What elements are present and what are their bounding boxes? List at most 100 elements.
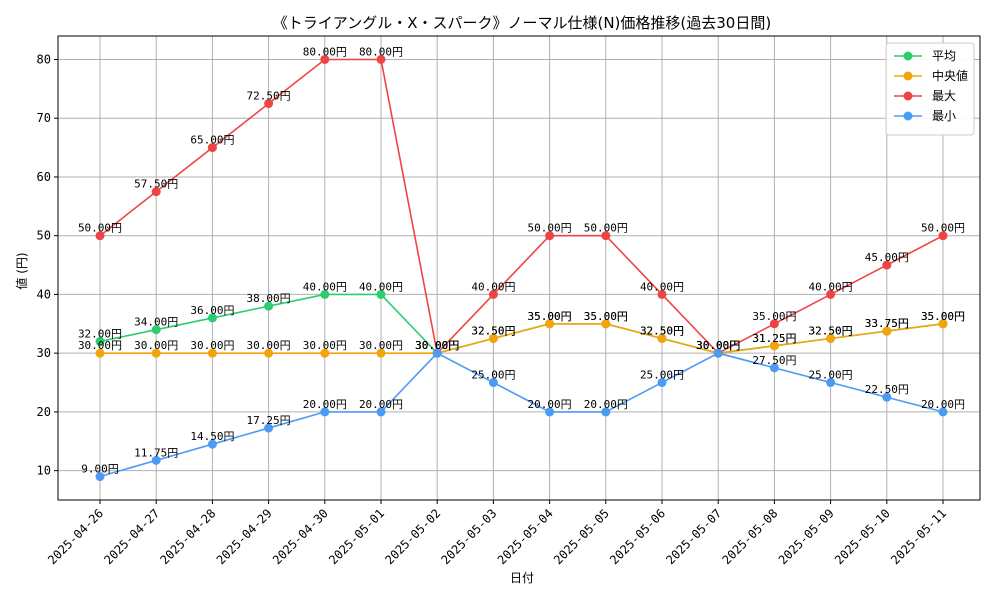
data-point — [207, 348, 217, 358]
x-tick-label: 2025-04-29 — [214, 506, 275, 567]
data-point — [545, 319, 555, 329]
data-label: 35.00円 — [752, 310, 796, 323]
data-label: 25.00円 — [640, 369, 684, 382]
x-tick-label: 2025-04-28 — [158, 506, 219, 567]
data-label: 20.00円 — [303, 398, 347, 411]
data-point — [601, 407, 611, 417]
legend-label: 平均 — [932, 49, 956, 63]
data-label: 30.00円 — [696, 339, 740, 352]
data-point — [207, 439, 217, 449]
data-point — [264, 301, 274, 311]
data-label: 40.00円 — [640, 280, 684, 293]
data-label: 33.75円 — [865, 317, 909, 330]
data-point — [488, 289, 498, 299]
data-point — [95, 472, 105, 482]
data-label: 9.00円 — [81, 463, 119, 476]
data-point — [376, 348, 386, 358]
x-tick-label: 2025-05-08 — [720, 506, 781, 567]
legend-label: 中央値 — [932, 68, 968, 83]
grid — [58, 36, 980, 500]
chart-title: 《トライアングル・X・スパーク》ノーマル仕様(N)価格推移(過去30日間) — [273, 14, 771, 32]
data-point — [769, 319, 779, 329]
x-axis-ticks: 2025-04-262025-04-272025-04-282025-04-29… — [45, 500, 949, 567]
x-tick-label: 2025-05-10 — [832, 506, 893, 567]
data-label: 17.25円 — [247, 414, 291, 427]
y-tick-label: 20 — [37, 405, 51, 419]
data-label: 35.00円 — [528, 310, 572, 323]
y-axis-title: 値 (円) — [14, 252, 29, 289]
data-point — [938, 407, 948, 417]
legend-item: 最小 — [894, 109, 956, 123]
data-label: 30.00円 — [359, 339, 403, 352]
legend-item: 最大 — [894, 89, 956, 103]
data-point — [207, 143, 217, 153]
data-label: 25.00円 — [471, 369, 515, 382]
legend-swatch-marker — [903, 111, 913, 121]
data-label: 50.00円 — [584, 222, 628, 235]
data-label: 20.00円 — [359, 398, 403, 411]
data-label: 20.00円 — [921, 398, 965, 411]
x-tick-label: 2025-04-27 — [101, 506, 162, 567]
data-point — [657, 378, 667, 388]
data-label: 65.00円 — [190, 134, 234, 147]
data-label: 35.00円 — [584, 310, 628, 323]
x-tick-label: 2025-05-01 — [326, 506, 387, 567]
y-tick-label: 80 — [37, 52, 51, 66]
data-point — [657, 289, 667, 299]
data-label: 25.00円 — [809, 369, 853, 382]
x-tick-label: 2025-05-11 — [888, 506, 949, 567]
data-label: 32.50円 — [471, 324, 515, 337]
data-point — [95, 231, 105, 241]
data-point — [938, 319, 948, 329]
data-point — [320, 348, 330, 358]
data-label: 30.00円 — [303, 339, 347, 352]
data-label: 20.00円 — [584, 398, 628, 411]
data-label: 20.00円 — [528, 398, 572, 411]
data-point — [488, 333, 498, 343]
legend-swatch-marker — [903, 71, 913, 81]
data-label: 36.00円 — [190, 304, 234, 317]
x-tick-label: 2025-05-02 — [382, 506, 443, 567]
data-point — [320, 407, 330, 417]
data-label: 30.00円 — [247, 339, 291, 352]
data-label: 22.50円 — [865, 383, 909, 396]
data-point — [376, 407, 386, 417]
y-axis-ticks: 10 20 30 40 50 60 70 80 — [37, 52, 58, 478]
x-tick-label: 2025-05-09 — [776, 506, 837, 567]
y-tick-label: 70 — [37, 111, 51, 125]
y-tick-label: 30 — [37, 346, 51, 360]
data-point — [882, 260, 892, 270]
data-point — [769, 341, 779, 351]
data-point — [320, 54, 330, 64]
legend-item: 平均 — [894, 49, 956, 63]
data-point — [657, 333, 667, 343]
data-point — [151, 348, 161, 358]
data-point — [882, 392, 892, 402]
x-tick-label: 2025-05-06 — [607, 506, 668, 567]
data-label: 80.00円 — [359, 45, 403, 58]
data-point — [151, 187, 161, 197]
data-point — [95, 348, 105, 358]
data-label: 30.00円 — [190, 339, 234, 352]
series-line — [99, 58, 944, 355]
plot-frame — [57, 35, 981, 501]
data-point — [151, 325, 161, 335]
series-line — [99, 352, 944, 478]
data-label: 35.00円 — [921, 310, 965, 323]
data-point — [826, 378, 836, 388]
data-label: 32.50円 — [471, 324, 515, 337]
legend-swatch-marker — [903, 51, 913, 61]
data-label: 34.00円 — [134, 316, 178, 329]
data-label: 31.25円 — [752, 332, 796, 345]
x-tick-label: 2025-05-03 — [439, 506, 500, 567]
x-tick-label: 2025-05-05 — [551, 506, 612, 567]
x-tick-label: 2025-04-30 — [270, 506, 331, 567]
data-label: 32.00円 — [78, 327, 122, 340]
data-point — [264, 99, 274, 109]
data-label: 32.50円 — [809, 324, 853, 337]
data-label: 50.00円 — [528, 222, 572, 235]
y-tick-label: 60 — [37, 170, 51, 184]
data-label: 30.00円 — [415, 339, 459, 352]
data-point — [826, 333, 836, 343]
